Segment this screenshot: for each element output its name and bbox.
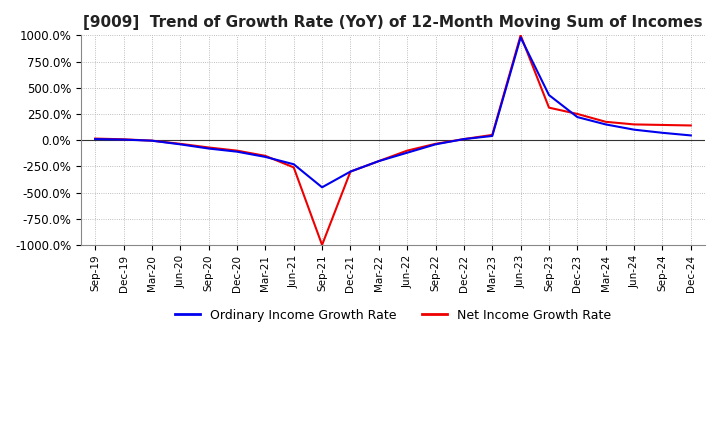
Title: [9009]  Trend of Growth Rate (YoY) of 12-Month Moving Sum of Incomes: [9009] Trend of Growth Rate (YoY) of 12-…: [84, 15, 703, 30]
Legend: Ordinary Income Growth Rate, Net Income Growth Rate: Ordinary Income Growth Rate, Net Income …: [170, 304, 616, 327]
